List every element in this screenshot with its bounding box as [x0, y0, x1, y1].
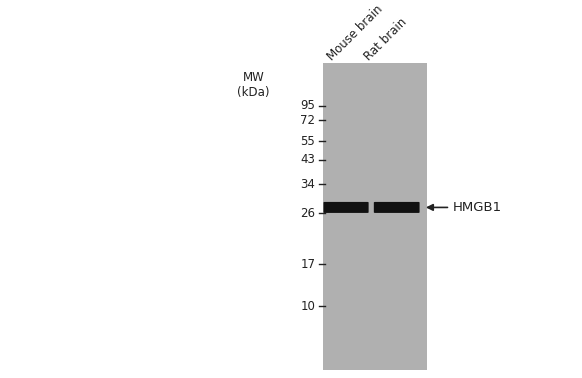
Text: 26: 26 — [300, 207, 315, 220]
FancyBboxPatch shape — [324, 202, 368, 213]
Text: HMGB1: HMGB1 — [453, 201, 502, 214]
Text: 34: 34 — [300, 178, 315, 191]
Text: 72: 72 — [300, 114, 315, 127]
FancyBboxPatch shape — [374, 202, 420, 213]
Text: Rat brain: Rat brain — [362, 15, 409, 63]
Text: MW
(kDa): MW (kDa) — [237, 71, 269, 99]
Text: 55: 55 — [300, 135, 315, 147]
Bar — [323, 63, 427, 370]
Text: 17: 17 — [300, 257, 315, 271]
Text: 95: 95 — [300, 99, 315, 112]
Text: 10: 10 — [300, 300, 315, 313]
Text: Mouse brain: Mouse brain — [325, 2, 386, 63]
Text: 43: 43 — [300, 153, 315, 166]
